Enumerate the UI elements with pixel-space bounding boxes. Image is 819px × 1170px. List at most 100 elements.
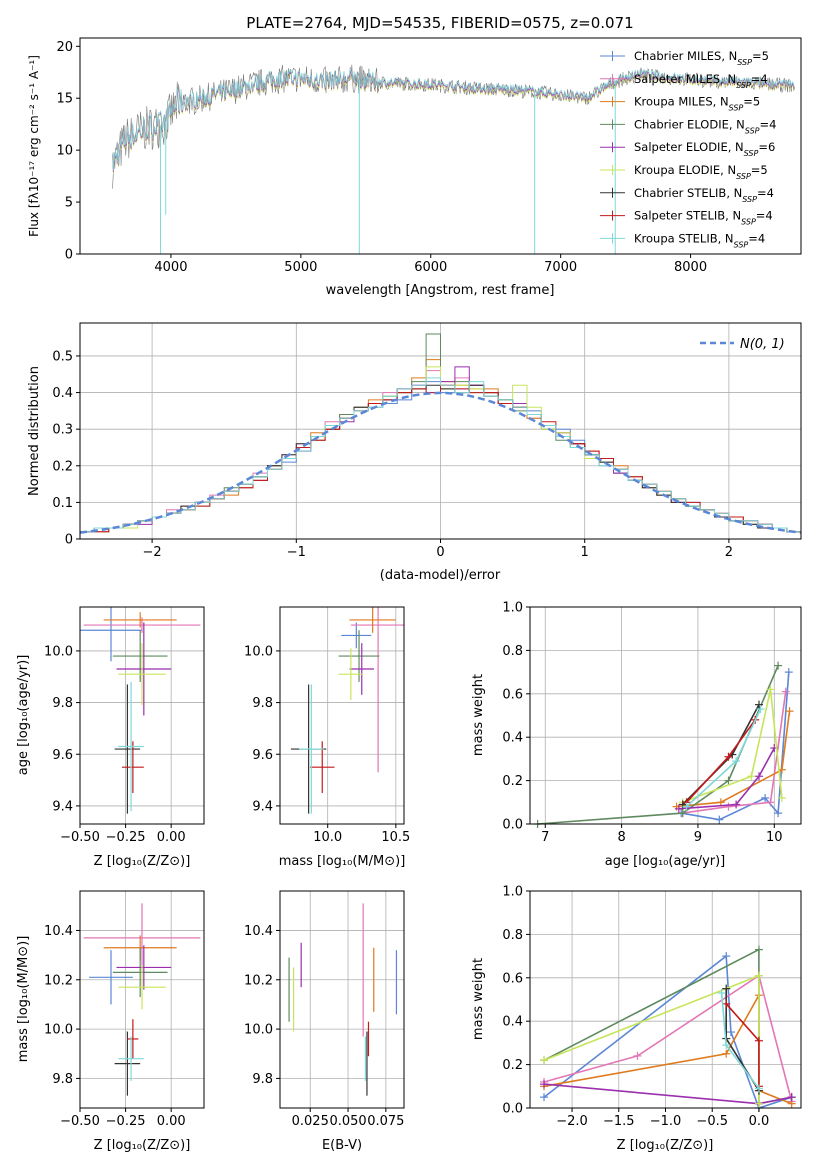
mass-vs-ebv-panel: 0.025 0.050 0.075 9.8 10.0 10.2 10.4 E(B-V) bbox=[244, 890, 405, 1153]
x-tick-label: −0.25 bbox=[106, 1114, 146, 1129]
y-tick-label: 10.2 bbox=[44, 973, 73, 988]
age-vs-z-axes: −0.50 −0.25 0.00 9.4 9.6 9.8 10.0 bbox=[44, 606, 205, 845]
model-spectrum-line bbox=[112, 68, 795, 171]
mass-vs-ebv-xlabel: E(B-V) bbox=[322, 1138, 362, 1153]
y-tick-label: 9.4 bbox=[252, 799, 273, 814]
x-tick-label: 7 bbox=[541, 830, 549, 845]
y-tick-label: 0.4 bbox=[502, 731, 523, 746]
mass-vs-ebv-axes: 0.025 0.050 0.075 9.8 10.0 10.2 10.4 bbox=[244, 890, 405, 1129]
spectrum-axes: 4000 5000 6000 7000 8000 0 5 10 15 20 bbox=[56, 37, 802, 275]
legend-entry: Chabrier ELODIE, NSSP=4 bbox=[634, 117, 776, 135]
y-tick-label: 10.4 bbox=[44, 924, 73, 939]
y-tick-label: 0.4 bbox=[502, 1015, 523, 1030]
weight-line bbox=[678, 747, 776, 810]
x-tick-label: 6000 bbox=[414, 260, 447, 275]
legend-nssp: =6 bbox=[758, 140, 775, 154]
mass-vs-z-ylabel: mass [log₁₀(M/M⊙)] bbox=[16, 936, 31, 1063]
plot-frame bbox=[79, 890, 205, 1109]
y-tick-label: 10.2 bbox=[244, 973, 273, 988]
y-tick-label: 0 bbox=[65, 248, 73, 263]
x-tick-label: 10.5 bbox=[381, 830, 410, 845]
plot-frame bbox=[279, 606, 405, 825]
histogram-legend: N(0, 1) bbox=[700, 337, 785, 352]
legend-subscript: SSP bbox=[729, 103, 744, 112]
legend-entry: Kroupa ELODIE, NSSP=5 bbox=[634, 163, 768, 181]
histogram-marks bbox=[80, 333, 801, 534]
legend-nssp: =5 bbox=[751, 163, 768, 177]
spectrum-xlabel: wavelength [Angstrom, rest frame] bbox=[326, 283, 555, 298]
y-tick-label: 10 bbox=[56, 144, 73, 159]
y-tick-label: 10.0 bbox=[244, 1023, 273, 1038]
x-tick-label: 0.075 bbox=[367, 1114, 404, 1129]
weight-vs-age-panel: 7 8 9 10 0.0 0.2 0.4 0.6 0.8 1.0 age [log₁₀(age/y… bbox=[471, 601, 802, 869]
y-tick-label: 0.0 bbox=[502, 1102, 523, 1117]
legend-subscript: SSP bbox=[734, 240, 749, 249]
legend-nssp: =4 bbox=[760, 117, 777, 131]
x-tick-label: 0.00 bbox=[157, 1114, 186, 1129]
y-tick-label: 10.0 bbox=[244, 644, 273, 659]
x-tick-label: 0 bbox=[436, 545, 444, 560]
y-tick-label: 0.1 bbox=[52, 496, 73, 511]
y-tick-label: 9.8 bbox=[52, 696, 73, 711]
age-vs-mass-axes: 10.0 10.5 9.4 9.6 9.8 10.0 bbox=[244, 606, 410, 845]
spectrum-ylabel: Flux [fλ10⁻¹⁷ erg cm⁻² s⁻¹ A⁻¹] bbox=[27, 55, 41, 237]
plot-frame bbox=[79, 606, 205, 825]
gaussian-legend-label: N(0, 1) bbox=[740, 337, 785, 352]
y-tick-label: 9.8 bbox=[52, 1072, 73, 1087]
spectrum-panel: PLATE=2764, MJD=54535, FIBERID=0575, z=0… bbox=[27, 14, 802, 298]
legend-nssp: =5 bbox=[743, 95, 760, 109]
x-tick-label: −0.50 bbox=[60, 1114, 100, 1129]
y-tick-label: 0.8 bbox=[502, 644, 523, 659]
x-tick-label: 8000 bbox=[674, 260, 707, 275]
y-tick-label: 0 bbox=[65, 533, 73, 548]
y-tick-label: 0.8 bbox=[502, 928, 523, 943]
legend-entry: Chabrier STELIB, NSSP=4 bbox=[634, 186, 774, 204]
legend-subscript: SSP bbox=[737, 58, 752, 67]
age-vs-z-ylabel: age [log₁₀(age/yr)] bbox=[16, 655, 31, 776]
x-tick-label: 0.00 bbox=[157, 830, 186, 845]
spectrum-marks bbox=[112, 64, 795, 254]
y-tick-label: 10.4 bbox=[244, 924, 273, 939]
x-tick-label: −2.0 bbox=[556, 1114, 588, 1129]
histogram-step bbox=[80, 377, 801, 533]
legend-subscript: SSP bbox=[736, 172, 751, 181]
x-tick-label: 5000 bbox=[284, 260, 317, 275]
legend-subscript: SSP bbox=[745, 126, 760, 135]
gaussian-curve bbox=[80, 391, 801, 534]
weight-vs-z-marks bbox=[540, 945, 796, 1112]
y-tick-label: 1.0 bbox=[502, 601, 523, 616]
x-tick-label: 10 bbox=[766, 830, 783, 845]
legend-entry: Kroupa STELIB, NSSP=4 bbox=[634, 231, 765, 249]
y-tick-label: 0.6 bbox=[502, 971, 523, 986]
y-tick-label: 1.0 bbox=[502, 885, 523, 900]
x-tick-label: −1.5 bbox=[603, 1114, 635, 1129]
weight-vs-age-marks bbox=[533, 661, 794, 828]
x-tick-label: 0.025 bbox=[292, 1114, 329, 1129]
y-tick-label: 0.0 bbox=[502, 818, 523, 833]
y-tick-label: 9.8 bbox=[252, 696, 273, 711]
x-tick-label: −0.5 bbox=[696, 1114, 728, 1129]
legend-nssp: =4 bbox=[757, 186, 774, 200]
x-tick-label: 0.050 bbox=[329, 1114, 366, 1129]
plot-frame bbox=[79, 37, 802, 255]
histogram-ylabel: Normed distribution bbox=[27, 366, 42, 496]
x-tick-label: 1 bbox=[581, 545, 589, 560]
weight-vs-age-xlabel: age [log₁₀(age/yr)] bbox=[605, 854, 726, 869]
weight-line bbox=[682, 689, 783, 804]
x-tick-label: 8 bbox=[617, 830, 625, 845]
y-tick-label: 9.4 bbox=[52, 799, 73, 814]
legend-entry: Salpeter MILES, NSSP=4 bbox=[634, 72, 768, 90]
y-tick-label: 5 bbox=[65, 196, 73, 211]
spectrum-legend: Chabrier MILES, NSSP=5 Salpeter MILES, NS… bbox=[600, 49, 776, 249]
y-tick-label: 9.6 bbox=[252, 748, 273, 763]
y-tick-label: 0.2 bbox=[52, 459, 73, 474]
x-tick-label: −0.25 bbox=[106, 830, 146, 845]
x-tick-label: −2 bbox=[143, 545, 162, 560]
legend-subscript: SSP bbox=[736, 80, 751, 89]
legend-entry: Salpeter ELODIE, NSSP=6 bbox=[634, 140, 775, 158]
y-tick-label: 0.3 bbox=[52, 423, 73, 438]
mass-vs-z-xlabel: Z [log₁₀(Z/Z⊙)] bbox=[94, 1138, 191, 1153]
histogram-axes: −2 −1 0 1 2 0 0.1 0.2 0.3 0.4 0.5 bbox=[52, 322, 802, 560]
